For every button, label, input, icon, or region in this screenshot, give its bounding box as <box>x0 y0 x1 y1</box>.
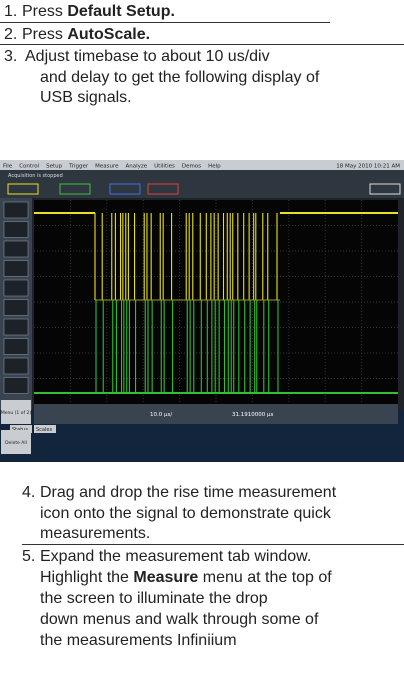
rule <box>22 544 404 545</box>
rule <box>0 22 330 23</box>
side-icon <box>4 319 28 335</box>
side-button-label: Menu (1 of 2) <box>1 410 31 416</box>
side-icon <box>4 300 28 316</box>
step-text: and delay to get the following display o… <box>40 69 319 86</box>
step-number: 3. <box>4 47 17 67</box>
step-number: 4. <box>22 483 35 503</box>
side-icon <box>4 241 28 257</box>
menu-item: Analyze <box>125 164 147 170</box>
menu-item: Help <box>208 164 221 170</box>
step-line: Press AutoScale. <box>22 25 150 45</box>
side-icon <box>4 358 28 374</box>
timestamp: 18 May 2010 10:21 AM <box>336 164 400 170</box>
step-text: the screen to illuminate the drop <box>40 590 268 607</box>
menu-item: Measure <box>95 164 119 170</box>
menu-item: Trigger <box>68 164 89 170</box>
step-line: Press Default Setup. <box>22 2 175 22</box>
step-line: Adjust timebase to about 10 us/div <box>25 47 270 67</box>
step-line: and delay to get the following display o… <box>40 68 319 88</box>
step-line: down menus and walk through some of <box>40 610 318 630</box>
step-line: the measurements Infiniium <box>40 631 237 651</box>
step-number: 5. <box>22 547 35 567</box>
side-icon <box>4 339 28 355</box>
step-number: 1. <box>4 2 17 22</box>
menu-item: Utilities <box>154 164 175 170</box>
step-text: icon onto the signal to demonstrate quic… <box>40 505 331 522</box>
side-icon <box>4 378 28 394</box>
status: Acquisition is stopped <box>8 173 63 179</box>
step-line: icon onto the signal to demonstrate quic… <box>40 504 331 524</box>
step-text: Expand the measurement tab window. <box>40 548 311 565</box>
scope-screenshot: File Control Setup Trigger Measure Analyze Uti… <box>0 160 404 462</box>
step-text: Highlight the <box>40 569 133 586</box>
step-line: Expand the measurement tab window. <box>40 547 311 567</box>
menu-item: Control <box>19 164 39 170</box>
side-icon <box>4 202 28 218</box>
step-text: Press <box>22 26 67 43</box>
side-icon <box>4 222 28 238</box>
step-text: Press <box>22 3 67 20</box>
step-line: measurements. <box>40 524 150 544</box>
delay: 31.1910000 µs <box>232 412 273 418</box>
step-text: Measure <box>133 569 198 586</box>
step-text: AutoScale. <box>67 26 150 43</box>
step-text: Drag and drop the rise time measurement <box>40 484 336 501</box>
step-text: USB signals. <box>40 89 132 106</box>
side-icon <box>4 280 28 296</box>
step-text: Adjust timebase to about 10 us/div <box>25 48 270 65</box>
tab-label: Scales <box>36 427 52 433</box>
timebase: 10.0 µs/ <box>150 412 172 418</box>
step-text: measurements. <box>40 525 150 542</box>
step-text: Default Setup. <box>67 3 175 20</box>
step-text: the measurements Infiniium <box>40 632 237 649</box>
page: File Control Setup Trigger Measure Analyze Uti… <box>0 0 404 686</box>
menu-item: Setup <box>46 164 63 170</box>
step-line: USB signals. <box>40 88 132 108</box>
step-line: the screen to illuminate the drop <box>40 589 268 609</box>
step-line: Highlight the Measure menu at the top of <box>40 568 332 588</box>
step-line: Drag and drop the rise time measurement <box>40 483 336 503</box>
step-text: menu at the top of <box>198 569 331 586</box>
step-number: 2. <box>4 25 17 45</box>
side-button-label: Delete All <box>5 440 27 446</box>
menu-item: Demos <box>182 164 201 170</box>
side-icon <box>4 261 28 277</box>
menu-item: File <box>3 164 13 170</box>
step-text: down menus and walk through some of <box>40 611 318 628</box>
